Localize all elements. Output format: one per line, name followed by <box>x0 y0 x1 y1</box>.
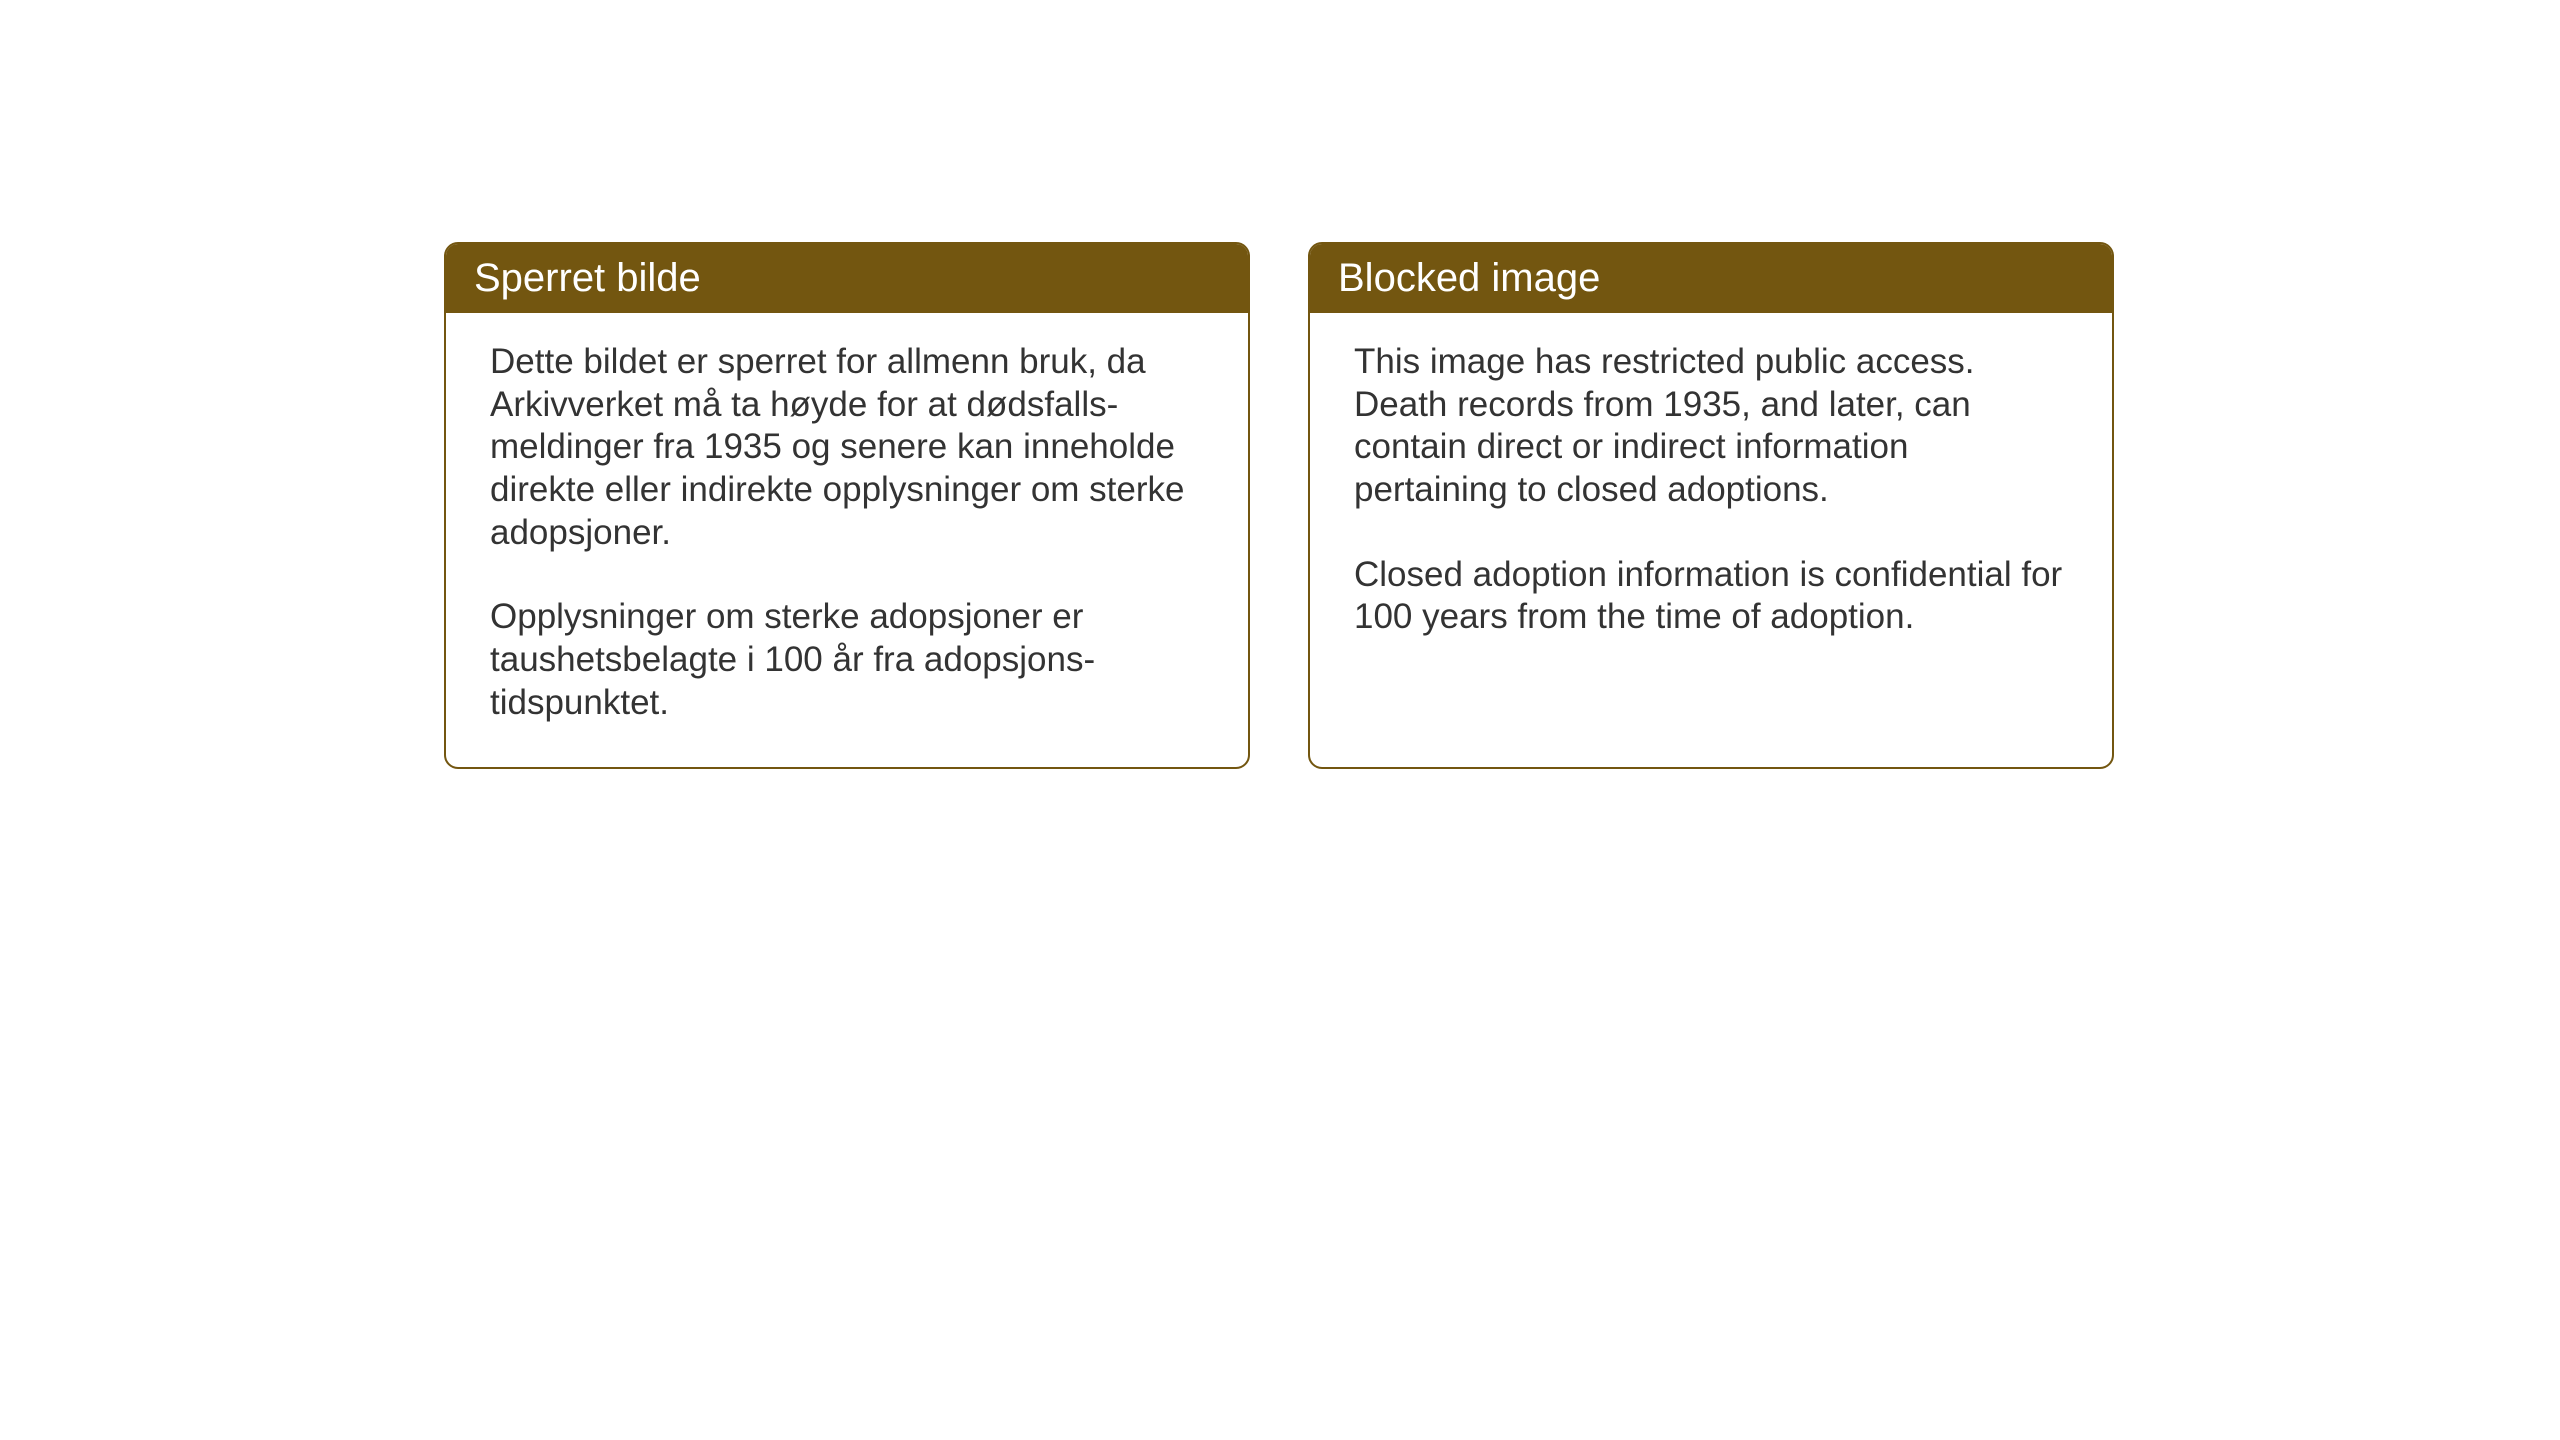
card-title: Sperret bilde <box>474 256 701 300</box>
card-header-english: Blocked image <box>1310 244 2112 313</box>
card-paragraph: Closed adoption information is confident… <box>1354 554 2068 639</box>
notice-card-norwegian: Sperret bilde Dette bildet er sperret fo… <box>444 242 1250 769</box>
notice-card-english: Blocked image This image has restricted … <box>1308 242 2114 769</box>
card-paragraph: This image has restricted public access.… <box>1354 341 2068 512</box>
card-paragraph: Opplysninger om sterke adopsjoner er tau… <box>490 596 1204 724</box>
notice-container: Sperret bilde Dette bildet er sperret fo… <box>444 242 2114 769</box>
card-paragraph: Dette bildet er sperret for allmenn bruk… <box>490 341 1204 554</box>
card-title: Blocked image <box>1338 256 1600 300</box>
card-body-english: This image has restricted public access.… <box>1310 313 2112 681</box>
card-body-norwegian: Dette bildet er sperret for allmenn bruk… <box>446 313 1248 767</box>
card-header-norwegian: Sperret bilde <box>446 244 1248 313</box>
